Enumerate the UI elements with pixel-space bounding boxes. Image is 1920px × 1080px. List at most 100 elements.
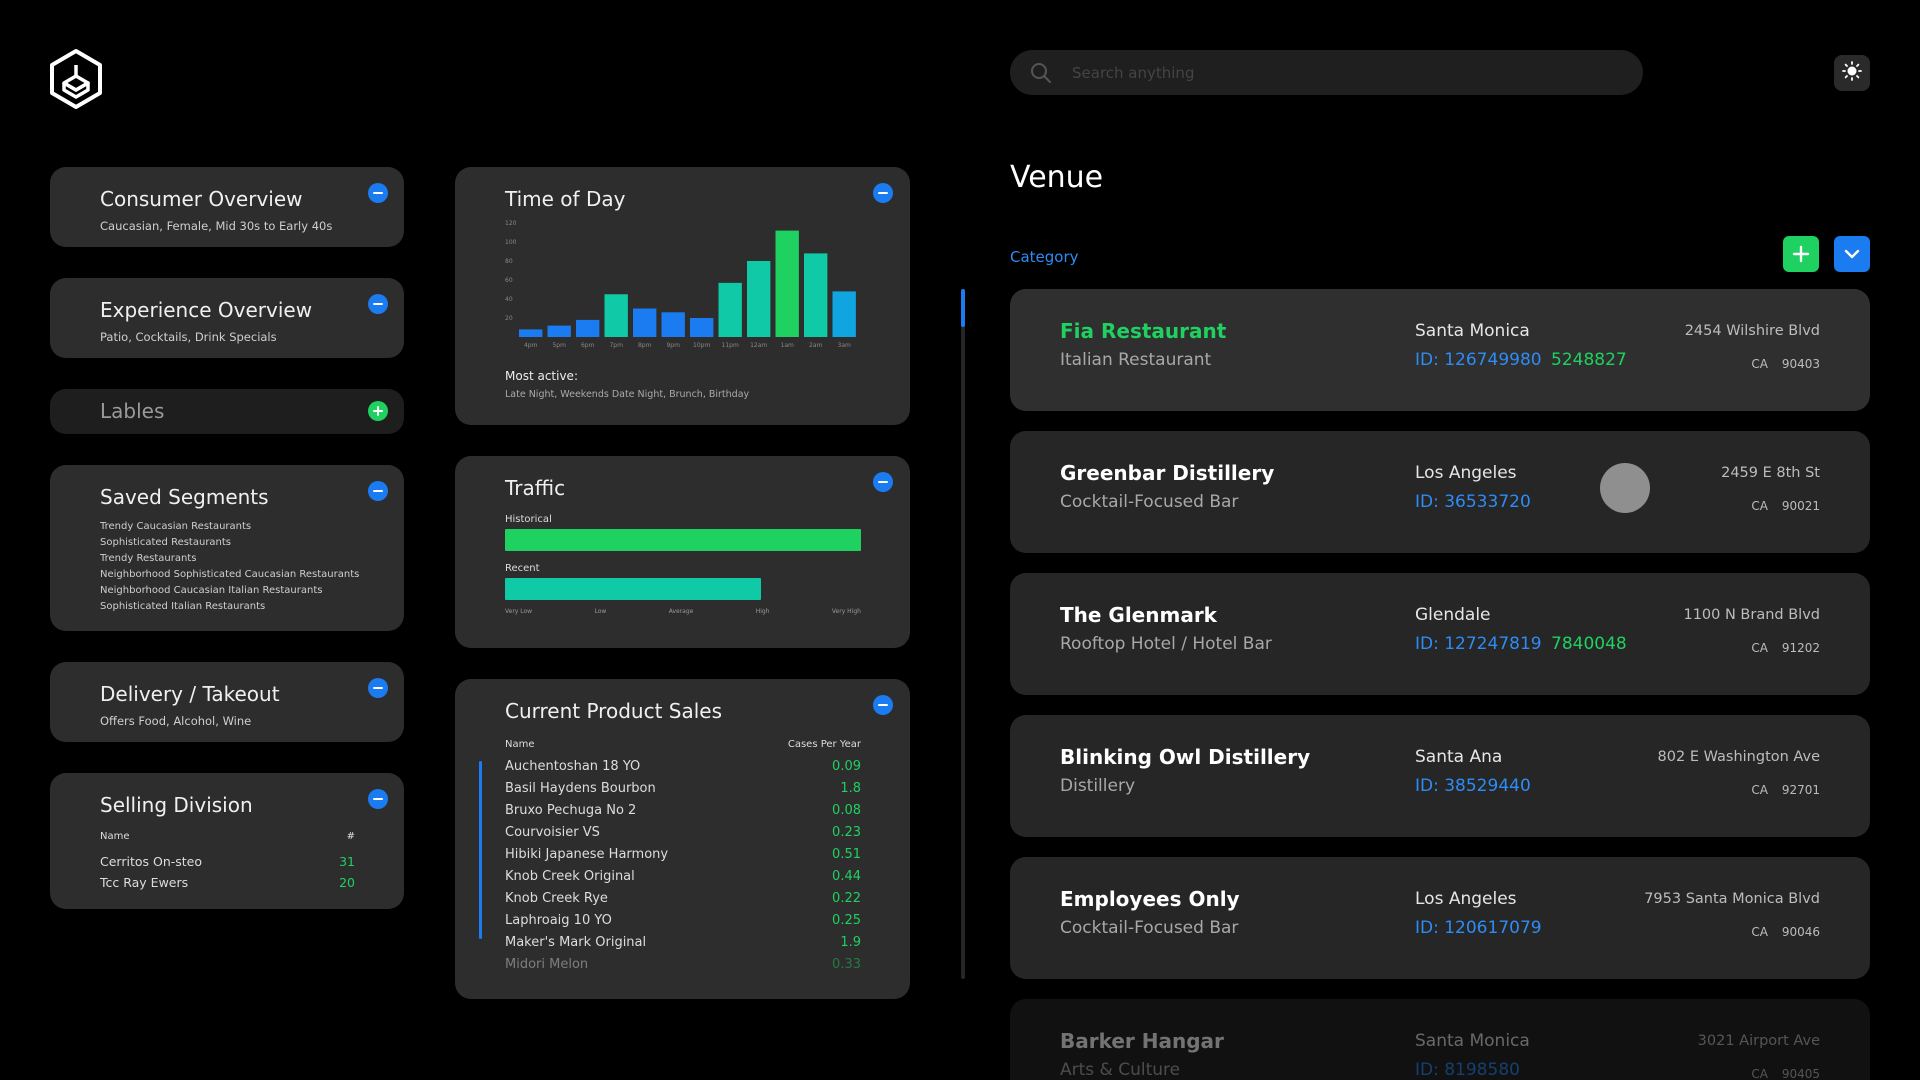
cases-value: 0.44 — [832, 869, 861, 884]
card-subtitle: Patio, Cocktails, Drink Specials — [100, 330, 277, 344]
chart-bar[interactable] — [775, 230, 799, 337]
venue-name[interactable]: The Glenmark — [1060, 603, 1217, 627]
consumer-overview-card[interactable]: Consumer Overview Caucasian, Female, Mid… — [50, 167, 404, 247]
collapse-button[interactable] — [873, 695, 893, 715]
table-row[interactable]: Auchentoshan 18 YO 0.09 — [505, 756, 861, 778]
venue-card[interactable]: Fia Restaurant Italian Restaurant Santa … — [1010, 289, 1870, 411]
collapse-button[interactable] — [873, 183, 893, 203]
table-row[interactable]: Basil Haydens Bourbon 1.8 — [505, 778, 861, 800]
collapse-button[interactable] — [368, 678, 388, 698]
chart-bar[interactable] — [547, 325, 571, 337]
chart-bar[interactable] — [690, 318, 714, 337]
table-row[interactable]: Laphroaig 10 YO 0.25 — [505, 910, 861, 932]
add-label-button[interactable] — [368, 401, 388, 421]
minus-icon — [373, 192, 383, 194]
venue-card[interactable]: Employees Only Cocktail-Focused Bar Los … — [1010, 857, 1870, 979]
product-name: Basil Haydens Bourbon — [505, 781, 656, 796]
experience-overview-card[interactable]: Experience Overview Patio, Cocktails, Dr… — [50, 278, 404, 358]
venue-card[interactable]: Blinking Owl Distillery Distillery Santa… — [1010, 715, 1870, 837]
current-product-sales-card[interactable]: Current Product Sales Name Cases Per Yea… — [455, 679, 910, 999]
venue-city: Los Angeles — [1415, 889, 1517, 909]
segment-item[interactable]: Sophisticated Italian Restaurants — [100, 601, 266, 612]
y-tick-label: 20 — [505, 315, 513, 322]
segment-item[interactable]: Neighborhood Sophisticated Caucasian Res… — [100, 569, 360, 580]
chart-bar[interactable] — [804, 253, 828, 337]
venue-card[interactable]: Barker Hangar Arts & Culture Santa Monic… — [1010, 999, 1870, 1080]
search-bar[interactable] — [1010, 50, 1643, 95]
venue-name[interactable]: Fia Restaurant — [1060, 319, 1227, 343]
delivery-takeout-card[interactable]: Delivery / Takeout Offers Food, Alcohol,… — [50, 662, 404, 742]
table-row[interactable]: Knob Creek Rye 0.22 — [505, 888, 861, 910]
saved-segments-card[interactable]: Saved Segments Trendy Caucasian Restaura… — [50, 465, 404, 631]
venue-city: Santa Ana — [1415, 747, 1503, 767]
segment-item[interactable]: Sophisticated Restaurants — [100, 537, 232, 548]
scrollbar-thumb[interactable] — [961, 289, 965, 327]
segment-item[interactable]: Trendy Restaurants — [100, 553, 197, 564]
venue-name[interactable]: Barker Hangar — [1060, 1029, 1224, 1053]
cases-value: 0.23 — [832, 825, 861, 840]
venue-id[interactable]: ID: 120617079 — [1415, 918, 1542, 938]
sales-scrollbar[interactable] — [479, 761, 482, 939]
venue-name[interactable]: Employees Only — [1060, 887, 1240, 911]
table-row[interactable]: Cerritos On-steo 31 — [100, 854, 355, 869]
product-name: Hibiki Japanese Harmony — [505, 847, 669, 862]
labels-card[interactable]: Lables — [50, 389, 404, 434]
chart-bar[interactable] — [519, 329, 543, 337]
table-row[interactable]: Knob Creek Original 0.44 — [505, 866, 861, 888]
segment-item[interactable]: Neighborhood Caucasian Italian Restauran… — [100, 585, 323, 596]
venue-phone[interactable]: 5248827 — [1551, 350, 1627, 370]
venue-phone[interactable]: 7840048 — [1551, 634, 1627, 654]
venue-city: Santa Monica — [1415, 321, 1530, 341]
cases-value: 1.9 — [840, 935, 861, 950]
segment-item[interactable]: Trendy Caucasian Restaurants — [100, 521, 252, 532]
column-scrollbar[interactable] — [961, 289, 965, 979]
chart-bar[interactable] — [576, 319, 600, 337]
chart-bar[interactable] — [604, 294, 628, 337]
table-row[interactable]: Midori Melon 0.33 — [505, 954, 861, 976]
traffic-card[interactable]: Traffic Historical Recent Very Low Low A… — [455, 456, 910, 648]
venue-id[interactable]: ID: 36533720 — [1415, 492, 1531, 512]
venue-id[interactable]: ID: 8198580 — [1415, 1060, 1520, 1080]
collapse-button[interactable] — [368, 789, 388, 809]
category-filter[interactable]: Category — [1010, 248, 1079, 266]
venue-name[interactable]: Blinking Owl Distillery — [1060, 745, 1311, 769]
hexagon-logo[interactable] — [48, 48, 104, 110]
collapse-button[interactable] — [368, 294, 388, 314]
chart-bar[interactable] — [718, 282, 742, 337]
search-input[interactable] — [1070, 62, 1594, 83]
venue-state: CA — [1751, 641, 1768, 655]
selling-division-card[interactable]: Selling Division Name # Cerritos On-steo… — [50, 773, 404, 909]
venue-address: 1100 N Brand Blvd — [1683, 607, 1820, 623]
venue-card[interactable]: Greenbar Distillery Cocktail-Focused Bar… — [1010, 431, 1870, 553]
historical-label: Historical — [505, 514, 552, 525]
minus-icon — [878, 192, 888, 194]
venue-id[interactable]: ID: 127247819 — [1415, 634, 1542, 654]
venue-card[interactable]: The Glenmark Rooftop Hotel / Hotel Bar G… — [1010, 573, 1870, 695]
add-venue-button[interactable] — [1783, 236, 1819, 272]
chart-bar[interactable] — [661, 312, 685, 337]
time-of-day-card[interactable]: Time of Day 120 100 80 60 40 20 4pm 5pm 6pm 7pm 8p… — [455, 167, 910, 425]
x-tick-label: 7pm — [609, 342, 623, 349]
table-row[interactable]: Courvoisier VS 0.23 — [505, 822, 861, 844]
collapse-button[interactable] — [368, 183, 388, 203]
collapse-button[interactable] — [368, 481, 388, 501]
chart-bar[interactable] — [633, 308, 657, 338]
segment-list: Trendy Caucasian Restaurants Sophisticat… — [100, 519, 404, 615]
table-row[interactable]: Tcc Ray Ewers 20 — [100, 875, 355, 890]
venue-name[interactable]: Greenbar Distillery — [1060, 461, 1275, 485]
minus-icon — [373, 687, 383, 689]
theme-toggle-button[interactable] — [1834, 55, 1870, 91]
venue-id[interactable]: ID: 126749980 — [1415, 350, 1542, 370]
traffic-scale: Very Low Low Average High Very High — [505, 608, 861, 615]
plus-icon — [1792, 245, 1810, 263]
chart-bar[interactable] — [747, 261, 771, 337]
table-row[interactable]: Hibiki Japanese Harmony 0.51 — [505, 844, 861, 866]
x-tick-label: 2am — [809, 342, 822, 349]
collapse-button[interactable] — [873, 472, 893, 492]
table-row[interactable]: Maker's Mark Original 1.9 — [505, 932, 861, 954]
table-row[interactable]: Bruxo Pechuga No 2 0.08 — [505, 800, 861, 822]
x-tick-label: 10pm — [693, 342, 710, 349]
dropdown-button[interactable] — [1834, 236, 1870, 272]
chart-bar[interactable] — [832, 291, 856, 337]
venue-id[interactable]: ID: 38529440 — [1415, 776, 1531, 796]
